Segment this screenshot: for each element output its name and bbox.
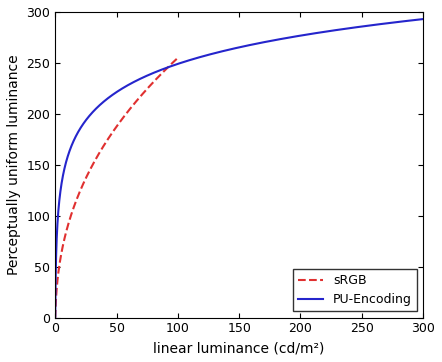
Y-axis label: Perceptually uniform luminance: Perceptually uniform luminance	[7, 54, 21, 275]
PU-Encoding	[53, 315, 58, 320]
PU-Encoding	[373, 22, 379, 27]
Legend: sRGB, PU-Encoding: sRGB, PU-Encoding	[293, 269, 417, 311]
X-axis label: linear luminance (cd/m²): linear luminance (cd/m²)	[153, 341, 325, 355]
Line: PU-Encoding: PU-Encoding	[55, 19, 423, 317]
sRGB	[148, 83, 153, 87]
sRGB	[65, 224, 70, 228]
PU-Encoding	[95, 105, 100, 110]
sRGB	[175, 56, 180, 60]
PU-Encoding	[413, 18, 419, 22]
Line: sRGB: sRGB	[55, 58, 178, 317]
PU-Encoding	[210, 52, 215, 56]
sRGB	[150, 80, 156, 85]
PU-Encoding	[194, 56, 199, 60]
PU-Encoding	[420, 17, 426, 21]
sRGB	[102, 142, 107, 146]
PU-Encoding	[116, 88, 122, 93]
sRGB	[137, 95, 142, 100]
sRGB	[107, 135, 112, 139]
sRGB	[53, 315, 58, 320]
